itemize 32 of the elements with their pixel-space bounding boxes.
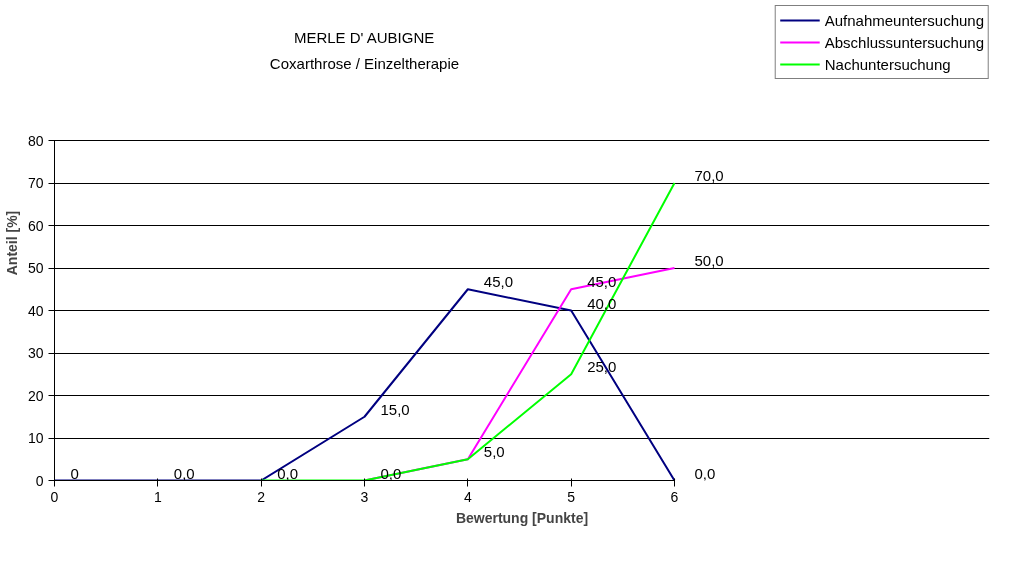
y-tick-label: 60 bbox=[27, 217, 44, 234]
data-label: 0,0 bbox=[277, 464, 299, 482]
x-tick-label: 0 bbox=[50, 488, 59, 505]
chart-title: MERLE D' AUBIGNE bbox=[293, 28, 435, 46]
data-label: 50,0 bbox=[694, 252, 724, 269]
chart-subtitle: Coxarthrose / Einzeltherapie bbox=[269, 54, 460, 72]
legend-label: Nachuntersuchung bbox=[824, 55, 951, 73]
x-tick-label: 3 bbox=[360, 488, 369, 505]
x-tick-label: 4 bbox=[463, 488, 472, 505]
x-tick-label: 5 bbox=[567, 488, 576, 505]
data-label: 0,0 bbox=[173, 464, 195, 482]
data-label: 70,0 bbox=[694, 167, 724, 184]
data-label: 0 bbox=[70, 464, 79, 482]
x-tick-label: 2 bbox=[257, 488, 266, 505]
x-tick-label: 6 bbox=[670, 488, 679, 505]
data-label: 5,0 bbox=[483, 443, 505, 461]
y-tick-label: 10 bbox=[27, 430, 44, 446]
data-label: 0,0 bbox=[694, 464, 716, 482]
y-tick-label: 30 bbox=[27, 345, 44, 361]
y-tick-label: 50 bbox=[27, 260, 44, 276]
y-tick-label: 0 bbox=[35, 472, 44, 489]
y-tick-label: 80 bbox=[27, 132, 44, 149]
y-tick-label: 70 bbox=[27, 175, 44, 191]
x-axis-title: Bewertung [Punkte] bbox=[455, 509, 589, 526]
y-tick-label: 40 bbox=[27, 302, 44, 319]
legend-label: Aufnahmeuntersuchung bbox=[824, 11, 984, 29]
data-label: 15,0 bbox=[380, 400, 410, 418]
data-label: 45,0 bbox=[483, 273, 514, 291]
x-tick-label: 1 bbox=[153, 488, 162, 505]
y-tick-label: 20 bbox=[27, 387, 44, 404]
legend-label: Abschlussuntersuchung bbox=[824, 33, 984, 51]
y-axis-title: Anteil [%] bbox=[3, 210, 20, 276]
